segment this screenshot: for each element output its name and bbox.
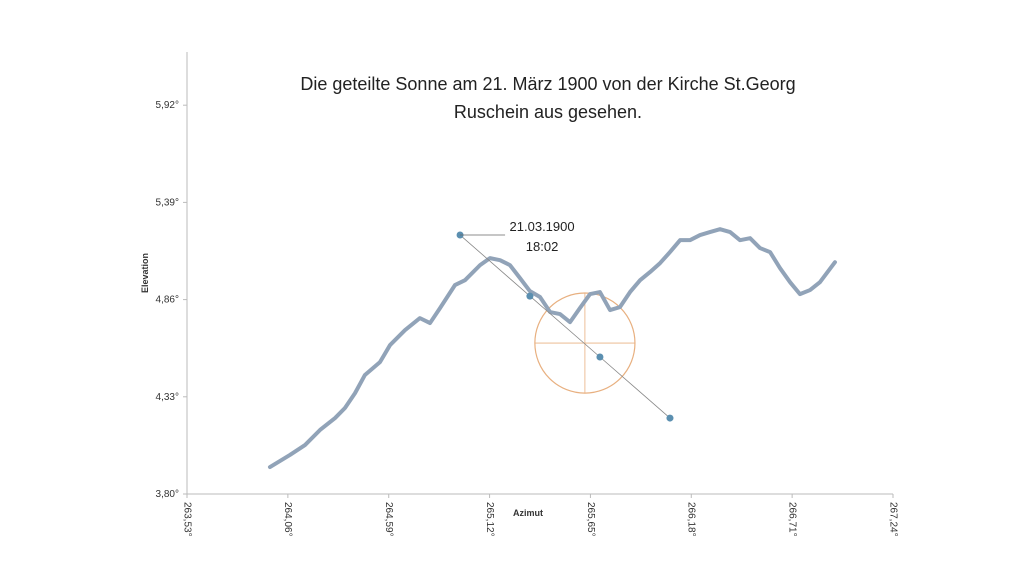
x-tick-label: 266,18° [686, 502, 697, 537]
x-tick-label: 265,65° [585, 502, 596, 537]
y-tick-label: 3,80° [156, 489, 179, 500]
y-tick-label: 4,33° [156, 392, 179, 403]
y-tick-label: 4,86° [156, 295, 179, 306]
x-axis-title: Azimut [513, 508, 543, 518]
y-tick-label: 5,92° [156, 100, 179, 111]
sun-position [526, 292, 534, 300]
y-axis-title: Elevation [140, 253, 150, 293]
x-tick-label: 266,71° [787, 502, 798, 537]
x-tick-label: 264,06° [282, 502, 293, 537]
annotation: 18:02 [526, 239, 559, 254]
y-tick-label: 5,39° [156, 197, 179, 208]
chart-title: Die geteilte Sonne am 21. März 1900 von … [300, 74, 795, 94]
horizon-line [267, 227, 837, 470]
chart-title: Ruschein aus gesehen. [454, 102, 642, 122]
x-tick-label: 264,59° [383, 502, 394, 537]
sun-position [596, 353, 604, 361]
x-tick-label: 263,53° [181, 502, 192, 537]
x-tick-label: 267,24° [887, 502, 898, 537]
annotation: 21.03.1900 [510, 219, 575, 234]
sun-position [666, 414, 674, 422]
x-tick-label: 265,12° [484, 502, 495, 537]
sun-path-line [459, 234, 671, 419]
